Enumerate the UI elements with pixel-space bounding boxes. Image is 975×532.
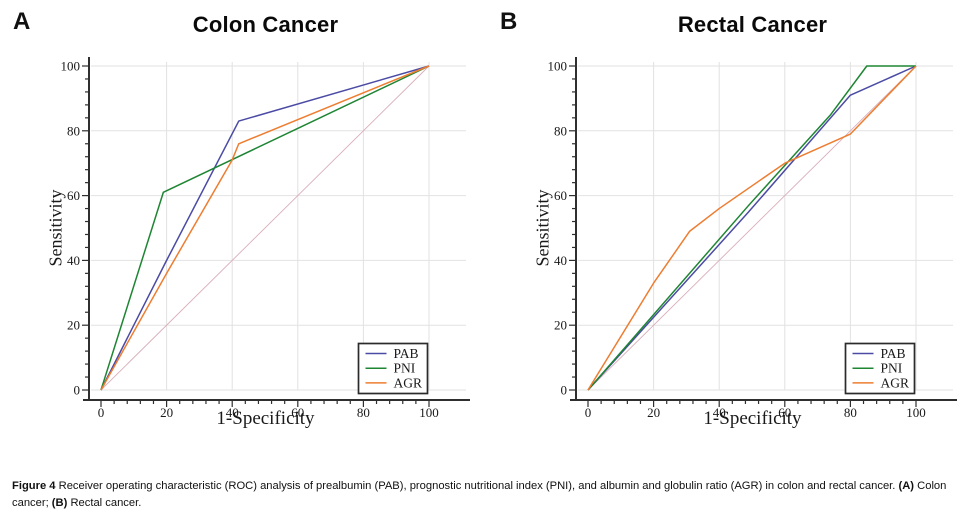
tick-labels: 0 20 40 60 80 100 0 20 40 60 80 100 (548, 59, 926, 421)
y-tick-label: 100 (61, 59, 81, 74)
y-tick-label: 0 (74, 383, 81, 398)
roc-curve-pab (100, 65, 430, 391)
caption-text-run: Rectal cancer. (70, 496, 142, 509)
panel-label-b: B (500, 8, 518, 35)
reference-diagonal (587, 65, 917, 391)
legend-label: AGR (394, 375, 423, 390)
gridlines (91, 62, 466, 391)
legend-label: AGR (881, 375, 910, 390)
legend-entry-pab: PAB (365, 346, 419, 361)
roc-curve-agr (100, 65, 430, 391)
y-tick-label: 100 (548, 59, 568, 74)
panel-colon-cancer: 0 20 40 60 80 100 0 20 40 60 80 100 PAB PNI AGR A Colo… (0, 0, 488, 470)
chart-title-rectal: Rectal Cancer (677, 12, 828, 37)
y-tick-label: 60 (67, 188, 80, 203)
y-tick-label: 80 (554, 123, 567, 138)
y-tick-label: 0 (561, 383, 568, 398)
legend-entry-pni: PNI (852, 361, 903, 376)
legend-label: PNI (394, 361, 416, 376)
x-tick-label: 80 (357, 405, 370, 420)
caption-bold-run: Figure 4 (12, 480, 59, 492)
y-tick-label: 20 (554, 318, 567, 333)
roc-curve-pab (587, 65, 917, 391)
legend-entry-pab: PAB (852, 346, 906, 361)
y-tick-label: 40 (554, 253, 567, 268)
caption-text-run: Colon cancer; (12, 480, 947, 509)
legend-entry-pni: PNI (365, 361, 416, 376)
x-tick-label: 60 (778, 405, 791, 420)
y-tick-label: 80 (67, 123, 80, 138)
y-axis-label-colon: Sensitivity (45, 189, 66, 267)
legend-label: PAB (394, 346, 419, 361)
x-axis-label-colon: 1-Specificity (216, 408, 315, 429)
x-tick-label: 40 (713, 405, 726, 420)
x-tick-label: 0 (98, 405, 105, 420)
chart-title-colon: Colon Cancer (192, 12, 339, 37)
figure-caption: Figure 4 Receiver operating characterist… (12, 478, 963, 512)
x-tick-label: 20 (160, 405, 173, 420)
roc-curve-agr (587, 65, 917, 391)
y-tick-label: 40 (67, 253, 80, 268)
axes (570, 57, 957, 401)
caption-text-run: Receiver operating characteristic (ROC) … (58, 480, 899, 492)
ticks (569, 65, 917, 407)
roc-curve-pni (587, 65, 916, 391)
caption-bold-run: (B) (51, 496, 71, 509)
reference-diagonal (100, 65, 430, 391)
gridlines (578, 62, 953, 391)
ticks (82, 65, 430, 407)
panel-rectal-cancer: 0 20 40 60 80 100 0 20 40 60 80 100 PAB PNI AGR B Rect… (487, 0, 975, 470)
x-tick-label: 100 (906, 405, 926, 420)
panel-label-a: A (13, 8, 31, 35)
x-tick-label: 0 (585, 405, 592, 420)
x-tick-label: 60 (291, 405, 304, 420)
legend-entry-agr: AGR (852, 375, 910, 390)
caption-bold-run: (A) (898, 480, 918, 492)
x-tick-label: 100 (419, 405, 439, 420)
tick-labels: 0 20 40 60 80 100 0 20 40 60 80 100 (61, 59, 439, 421)
x-tick-label: 80 (844, 405, 857, 420)
axes (83, 57, 470, 401)
y-tick-label: 20 (67, 318, 80, 333)
legend-label: PNI (881, 361, 903, 376)
legend-label: PAB (881, 346, 906, 361)
y-axis-label-rectal: Sensitivity (532, 189, 553, 267)
x-tick-label: 40 (226, 405, 239, 420)
x-tick-label: 20 (647, 405, 660, 420)
roc-curve-pni (100, 65, 430, 391)
x-axis-label-rectal: 1-Specificity (703, 408, 802, 429)
legend-entry-agr: AGR (365, 375, 423, 390)
y-tick-label: 60 (554, 188, 567, 203)
